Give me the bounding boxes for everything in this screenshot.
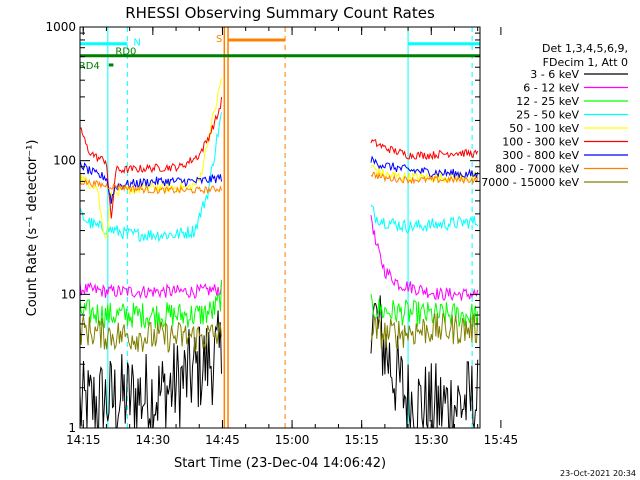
legend-label-1: 6 - 12 keV (523, 82, 579, 95)
series-4 (79, 77, 479, 239)
legend-label-2: 12 - 25 keV (516, 95, 579, 108)
series-line-1-a (79, 281, 222, 300)
chart-title: RHESSI Observing Summary Count Rates (125, 4, 435, 22)
legend-label-8: 7000 - 15000 keV (481, 176, 579, 189)
legend-label-6: 300 - 800 keV (502, 149, 579, 162)
y-tick-label-0: 1 (68, 421, 76, 435)
flag-label-0: N (133, 38, 140, 49)
x-tick-label-5: 15:30 (414, 433, 449, 447)
flag-label-4: S (216, 34, 222, 45)
series-line-6-b (370, 155, 479, 179)
series-line-8-a (79, 315, 222, 354)
series-line-2-b (370, 293, 479, 327)
series-line-8-b (370, 312, 479, 350)
flag-label-2: RD0 (115, 47, 136, 58)
y-tick-label-2: 100 (53, 154, 76, 168)
legend-header-line-2: FDecim 1, Att 0 (543, 56, 628, 69)
series-1 (79, 215, 479, 302)
y-tick-label-1: 10 (61, 287, 76, 301)
x-tick-label-3: 15:00 (275, 433, 310, 447)
x-tick-label-2: 14:45 (205, 433, 240, 447)
series-6 (79, 155, 479, 204)
series-8 (79, 312, 479, 354)
series-line-3-b (370, 204, 479, 235)
generated-timestamp: 23-Oct-2021 20:34 (560, 469, 636, 478)
series-line-7-b (370, 171, 479, 185)
x-tick-label-6: 15:45 (484, 433, 519, 447)
x-axis-label: Start Time (23-Dec-04 14:06:42) (174, 456, 386, 471)
legend-label-0: 3 - 6 keV (530, 68, 579, 81)
series-2 (79, 279, 479, 329)
legend-label-4: 50 - 100 keV (509, 122, 579, 135)
series-line-1-b (370, 215, 479, 302)
x-tick-label-4: 15:15 (344, 433, 379, 447)
series-3 (79, 112, 479, 243)
y-tick-label-3: 1000 (45, 20, 76, 34)
y-axis-label: Count Rate (s⁻¹ detector⁻¹) (25, 140, 40, 317)
series-line-2-a (79, 279, 222, 329)
series-line-4-a (79, 77, 222, 239)
legend: Det 1,3,4,5,6,9, FDecim 1, Att 0 3 - 6 k… (481, 42, 628, 189)
series-line-5-a (79, 97, 222, 219)
x-tick-label-0: 14:15 (66, 433, 101, 447)
legend-label-5: 100 - 300 keV (502, 136, 579, 149)
plot-frame (79, 26, 481, 429)
series-line-5-b (370, 139, 479, 161)
series-line-7-a (79, 178, 222, 195)
series-line-6-a (79, 160, 222, 204)
series-line-0-b (370, 295, 479, 430)
series-7 (79, 171, 479, 195)
flag-label-3: RD4 (79, 61, 100, 72)
legend-label-7: 800 - 7000 keV (495, 163, 579, 176)
x-tick-label-1: 14:30 (136, 433, 171, 447)
legend-header-line-1: Det 1,3,4,5,6,9, (542, 42, 628, 55)
series-5 (79, 97, 479, 219)
legend-label-3: 25 - 50 keV (516, 109, 579, 122)
axes: 14:15 14:30 14:45 15:00 15:15 15:30 15:45 1 10 10… (45, 20, 518, 447)
